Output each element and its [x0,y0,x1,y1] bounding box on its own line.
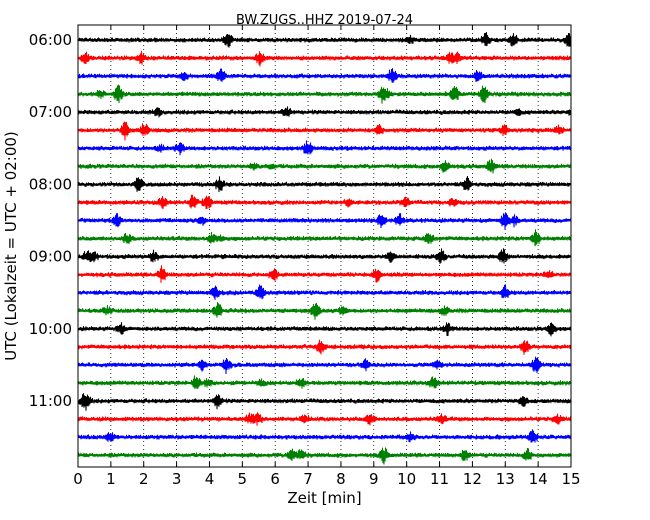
x-tick-label: 2 [139,470,149,488]
trace-line [77,375,572,390]
trace-line [77,447,572,465]
x-tick-label: 5 [238,470,248,488]
trace-line [77,412,572,426]
y-tick-label: 07:00 [29,103,72,121]
y-tick-label: 11:00 [29,392,72,410]
x-tick-label: 14 [529,470,548,488]
y-axis: 06:00 07:00 08:00 09:00 10:00 11:00 [29,31,83,410]
y-tick-label: 10:00 [29,320,72,338]
trace-line [77,229,572,247]
x-tick-label: 0 [73,470,83,488]
x-tick-label: 6 [270,470,280,488]
trace-line [77,32,572,48]
trace-line [77,265,572,283]
trace-line [77,176,572,193]
trace-line [77,84,572,104]
trace-line [77,393,572,411]
y-axis-label: UTC (Lokalzeit = UTC + 02:00) [2,131,20,361]
chart-title: BW.ZUGS..HHZ 2019-07-24 [236,13,413,28]
trace-line [77,194,572,210]
x-tick-label: 3 [172,470,182,488]
trace-line [77,284,572,300]
y-tick-label: 09:00 [29,248,72,266]
trace-line [77,50,572,67]
trace-line [77,68,572,83]
trace-line [77,339,572,355]
trace-line [77,248,572,264]
x-tick-label: 13 [496,470,515,488]
y-tick-label: 08:00 [29,175,72,193]
grid-lines [110,25,539,467]
x-tick-label: 11 [430,470,449,488]
trace-line [77,140,572,156]
x-axis: 0 1 2 3 4 5 6 7 8 9 10 11 12 13 14 15 [73,25,581,488]
trace-line [77,106,572,118]
y-tick-label: 06:00 [29,31,72,49]
x-tick-label: 12 [463,470,482,488]
trace-line [77,121,572,141]
trace-line [77,302,572,320]
plot-frame [77,24,572,468]
trace-line [77,356,572,375]
x-tick-label: 8 [336,470,346,488]
trace-line [77,429,572,443]
x-axis-label: Zeit [min] [287,489,361,507]
trace-line [77,158,572,174]
traces [77,32,572,465]
x-tick-label: 4 [205,470,215,488]
x-tick-label: 15 [561,470,580,488]
x-tick-label: 10 [397,470,416,488]
x-tick-label: 1 [106,470,116,488]
x-tick-label: 9 [369,470,379,488]
trace-line [77,212,572,230]
x-tick-label: 7 [303,470,313,488]
trace-line [77,322,572,337]
